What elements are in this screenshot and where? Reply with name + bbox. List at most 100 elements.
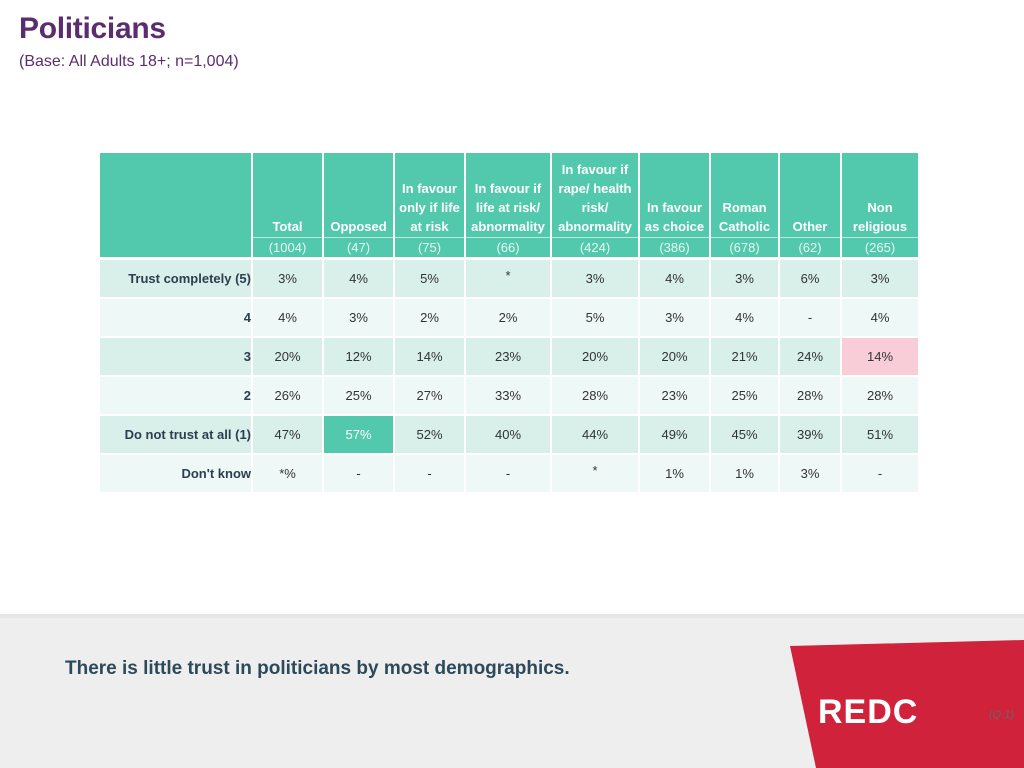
col-label: Roman Catholic — [718, 200, 771, 234]
table-cell: 2% — [466, 299, 550, 338]
results-table: Total (1004) Opposed (47) In favour only i… — [98, 153, 920, 494]
header-corner — [100, 153, 251, 257]
table-cell: 52% — [395, 416, 464, 455]
col-base: (265) — [842, 237, 918, 257]
col-label: Non religious — [852, 200, 908, 234]
table-cell: 51% — [842, 416, 918, 455]
col-header: Opposed (47) — [324, 153, 393, 257]
col-label: In favour if rape/ health risk/ abnormal… — [558, 162, 632, 234]
table-cell: 6% — [780, 257, 840, 299]
table-cell: 44% — [552, 416, 638, 455]
page-subtitle: (Base: All Adults 18+; n=1,004) — [19, 53, 239, 70]
table-cell: - — [466, 455, 550, 494]
logo-wordmark: REDC — [818, 693, 918, 731]
table-cell: 33% — [466, 377, 550, 416]
table-cell: 49% — [640, 416, 709, 455]
table-cell: 4% — [324, 257, 393, 299]
table-cell: 3% — [324, 299, 393, 338]
row-label: 4 — [100, 299, 251, 338]
table-cell: 23% — [640, 377, 709, 416]
table-cell: - — [324, 455, 393, 494]
table-row: Don't know *% - - - * 1% 1% 3% - — [100, 455, 918, 494]
table-cell: 27% — [395, 377, 464, 416]
header-row: Total (1004) Opposed (47) In favour only i… — [100, 153, 918, 257]
table-cell: - — [395, 455, 464, 494]
table-cell: 20% — [552, 338, 638, 377]
footer-divider — [0, 614, 1024, 618]
col-label: Other — [792, 219, 828, 234]
table-cell: 3% — [640, 299, 709, 338]
table-cell: 3% — [711, 257, 778, 299]
col-header: Total (1004) — [253, 153, 322, 257]
table-cell: * — [552, 455, 638, 494]
table-cell: 12% — [324, 338, 393, 377]
row-label: Trust completely (5) — [100, 257, 251, 299]
table-cell: 28% — [842, 377, 918, 416]
col-header: In favour if rape/ health risk/ abnormal… — [552, 153, 638, 257]
col-base: (424) — [552, 237, 638, 257]
table-cell: 45% — [711, 416, 778, 455]
table-row: 2 26% 25% 27% 33% 28% 23% 25% 28% 28% — [100, 377, 918, 416]
col-header: In favour if life at risk/ abnormality (6… — [466, 153, 550, 257]
col-header: In favour as choice (386) — [640, 153, 709, 257]
table-cell: 14% — [395, 338, 464, 377]
table-cell: *% — [253, 455, 322, 494]
table-cell: 3% — [842, 257, 918, 299]
col-header: Other (62) — [780, 153, 840, 257]
col-label: In favour if life at risk/ abnormality — [471, 181, 545, 234]
col-base: (75) — [395, 237, 464, 257]
table-cell: 2% — [395, 299, 464, 338]
table-cell: 4% — [253, 299, 322, 338]
col-base: (47) — [324, 237, 393, 257]
table-cell: - — [780, 299, 840, 338]
table-cell: * — [466, 257, 550, 299]
table-cell: 39% — [780, 416, 840, 455]
page-title: Politicians — [19, 12, 166, 45]
table-cell-low: 14% — [842, 338, 918, 377]
table-cell: 3% — [552, 257, 638, 299]
table-cell: 23% — [466, 338, 550, 377]
table-cell: 47% — [253, 416, 322, 455]
table-row: 4 4% 3% 2% 2% 5% 3% 4% - 4% — [100, 299, 918, 338]
col-header: In favour only if life at risk (75) — [395, 153, 464, 257]
row-label: Don't know — [100, 455, 251, 494]
col-header: Non religious (265) — [842, 153, 918, 257]
table-cell: 20% — [640, 338, 709, 377]
table-cell: 28% — [552, 377, 638, 416]
table-cell: 1% — [711, 455, 778, 494]
row-label: 3 — [100, 338, 251, 377]
col-label: In favour only if life at risk — [399, 181, 460, 234]
table-cell: - — [842, 455, 918, 494]
table-cell: 1% — [640, 455, 709, 494]
logo-red-shape — [790, 640, 1024, 768]
table-cell: 3% — [253, 257, 322, 299]
table-cell: 25% — [711, 377, 778, 416]
question-reference: (Q.1) — [988, 709, 1014, 721]
col-base: (386) — [640, 237, 709, 257]
table-cell: 26% — [253, 377, 322, 416]
table-cell: 20% — [253, 338, 322, 377]
table-cell: 4% — [711, 299, 778, 338]
table-cell: 24% — [780, 338, 840, 377]
table-cell-high: 57% — [324, 416, 393, 455]
row-label: 2 — [100, 377, 251, 416]
table-cell: 5% — [395, 257, 464, 299]
table-row: 3 20% 12% 14% 23% 20% 20% 21% 24% 14% — [100, 338, 918, 377]
col-header: Roman Catholic (678) — [711, 153, 778, 257]
col-label: Total — [272, 219, 303, 234]
row-label: Do not trust at all (1) — [100, 416, 251, 455]
table-row: Do not trust at all (1) 47% 57% 52% 40% … — [100, 416, 918, 455]
col-base: (62) — [780, 237, 840, 257]
col-label: Opposed — [330, 219, 387, 234]
col-label: In favour as choice — [644, 200, 705, 234]
key-takeaway: There is little trust in politicians by … — [65, 658, 570, 679]
table-cell: 28% — [780, 377, 840, 416]
table-cell: 4% — [842, 299, 918, 338]
col-base: (66) — [466, 237, 550, 257]
col-base: (1004) — [253, 237, 322, 257]
table-cell: 5% — [552, 299, 638, 338]
table-cell: 40% — [466, 416, 550, 455]
table-cell: 21% — [711, 338, 778, 377]
table-cell: 25% — [324, 377, 393, 416]
table-row: Trust completely (5) 3% 4% 5% * 3% 4% 3%… — [100, 257, 918, 299]
